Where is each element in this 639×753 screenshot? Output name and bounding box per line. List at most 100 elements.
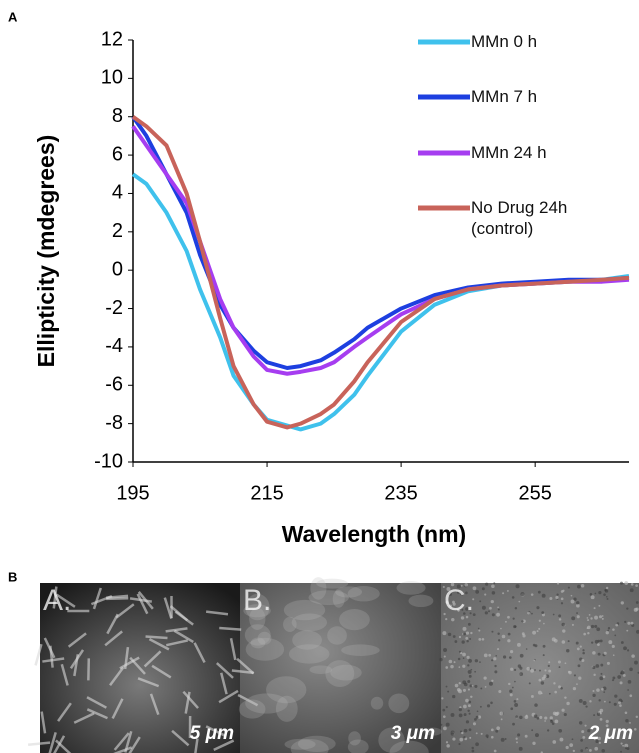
grain bbox=[624, 711, 628, 715]
legend-label: No Drug 24h (control) bbox=[471, 198, 568, 238]
grain bbox=[462, 626, 467, 631]
grain bbox=[484, 593, 487, 596]
blob bbox=[424, 727, 442, 736]
grain bbox=[445, 705, 448, 709]
grain bbox=[577, 664, 581, 668]
grain bbox=[561, 640, 566, 644]
y-tick-label: -4 bbox=[105, 335, 123, 357]
grain bbox=[461, 608, 464, 611]
grain bbox=[493, 582, 496, 585]
grain bbox=[630, 621, 634, 625]
y-tick-label: 0 bbox=[112, 258, 123, 280]
fiber bbox=[148, 638, 170, 651]
blob bbox=[348, 731, 361, 746]
fiber bbox=[165, 627, 188, 633]
grain bbox=[488, 681, 493, 686]
grain bbox=[521, 632, 525, 636]
grain bbox=[533, 659, 536, 662]
grain bbox=[519, 653, 524, 658]
grain bbox=[534, 669, 536, 671]
grain bbox=[519, 672, 524, 676]
grain bbox=[612, 628, 615, 631]
grain bbox=[469, 736, 472, 739]
blob bbox=[309, 665, 333, 674]
grain bbox=[626, 607, 629, 610]
grain bbox=[472, 613, 476, 617]
blob bbox=[341, 644, 380, 657]
grain bbox=[606, 598, 609, 600]
grain bbox=[481, 638, 485, 641]
grain bbox=[516, 741, 518, 744]
blob bbox=[408, 594, 434, 608]
image-label: B. bbox=[243, 584, 271, 617]
grain bbox=[591, 641, 594, 644]
grain bbox=[484, 685, 487, 688]
grain bbox=[601, 615, 604, 617]
grain bbox=[589, 700, 592, 703]
blob bbox=[332, 589, 345, 608]
grain bbox=[442, 715, 446, 718]
x-tick-label: 235 bbox=[384, 482, 417, 504]
fiber bbox=[106, 613, 119, 635]
grain bbox=[512, 617, 515, 620]
grain bbox=[541, 611, 545, 615]
grain bbox=[496, 612, 501, 617]
fiber bbox=[92, 587, 102, 610]
grain bbox=[618, 701, 621, 705]
grain bbox=[536, 716, 540, 720]
grain bbox=[450, 582, 455, 587]
grain bbox=[570, 594, 573, 597]
grain bbox=[627, 689, 629, 691]
legend-label: MMn 7 h bbox=[471, 87, 538, 106]
blob bbox=[266, 676, 307, 704]
blob bbox=[308, 590, 349, 606]
y-tick-label: 6 bbox=[112, 143, 123, 165]
grain bbox=[592, 689, 595, 693]
fiber bbox=[34, 643, 43, 666]
fiber bbox=[171, 729, 190, 747]
panel-label: A bbox=[8, 9, 18, 24]
grain bbox=[520, 592, 525, 597]
grain bbox=[620, 750, 623, 753]
fiber bbox=[104, 630, 123, 647]
grain bbox=[595, 664, 600, 668]
grain bbox=[603, 691, 606, 693]
grain bbox=[608, 640, 613, 645]
blob bbox=[283, 599, 326, 621]
grain bbox=[558, 685, 561, 689]
grain bbox=[502, 592, 505, 595]
grain bbox=[622, 673, 626, 677]
grain bbox=[594, 592, 597, 595]
grain bbox=[498, 639, 501, 642]
grain bbox=[544, 716, 548, 720]
grain bbox=[601, 687, 604, 691]
grain bbox=[590, 617, 593, 620]
grain bbox=[504, 738, 507, 740]
blob bbox=[291, 613, 328, 632]
grain bbox=[619, 681, 623, 685]
blob bbox=[292, 630, 322, 650]
fiber bbox=[27, 741, 51, 746]
grain bbox=[456, 590, 460, 594]
grain bbox=[491, 659, 494, 662]
grain bbox=[596, 627, 601, 632]
fiber bbox=[137, 591, 154, 610]
grain bbox=[452, 600, 455, 604]
grain bbox=[470, 631, 473, 635]
grain bbox=[532, 630, 537, 635]
grain bbox=[564, 662, 567, 665]
grain bbox=[536, 606, 540, 610]
grain bbox=[485, 734, 489, 738]
grain bbox=[510, 707, 514, 711]
grain bbox=[448, 592, 453, 597]
grain bbox=[566, 648, 570, 653]
fiber bbox=[109, 666, 125, 687]
grain bbox=[565, 745, 569, 750]
grain bbox=[603, 593, 606, 596]
grain bbox=[456, 584, 461, 589]
grain bbox=[625, 719, 629, 723]
grain bbox=[443, 647, 448, 652]
grain bbox=[573, 674, 577, 677]
image-label: C. bbox=[444, 584, 474, 617]
grain bbox=[467, 669, 472, 674]
